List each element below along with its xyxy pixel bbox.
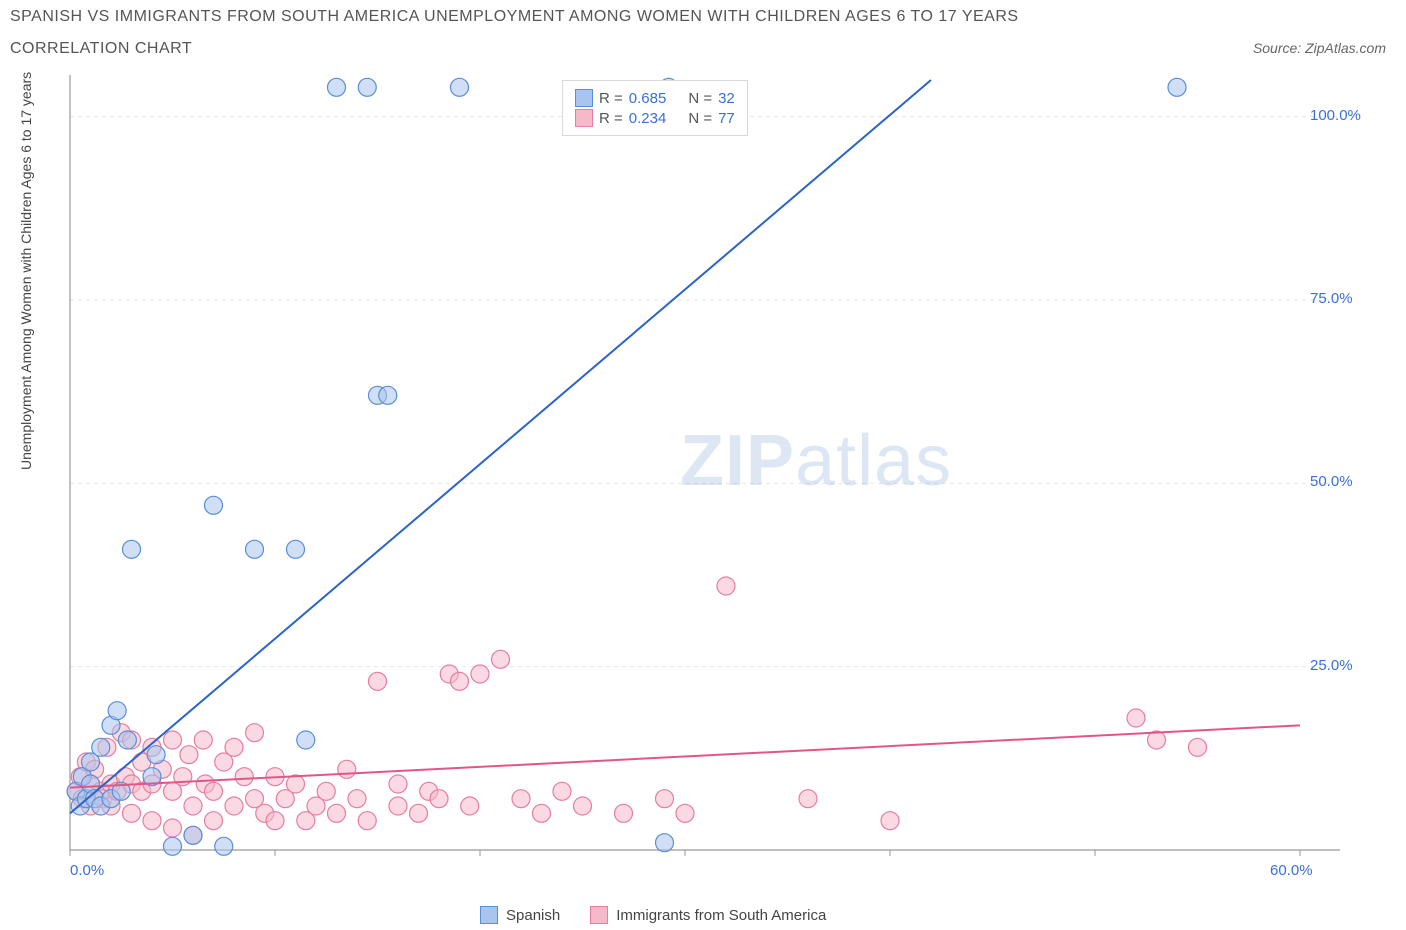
legend-label-spanish: Spanish [506, 907, 560, 924]
y-tick-label: 100.0% [1310, 107, 1361, 124]
n-value-immigrants: 77 [718, 110, 735, 127]
x-tick-label: 60.0% [1270, 862, 1313, 879]
scatter-chart: 0.0% 60.0% 25.0% 50.0% 75.0% 100.0% [50, 70, 1370, 880]
correlation-legend: R = 0.685 N = 32 R = 0.234 N = 77 [562, 80, 748, 136]
legend-swatch-spanish [575, 89, 593, 107]
r-value-spanish: 0.685 [629, 90, 667, 107]
x-tick-label: 0.0% [70, 862, 104, 879]
n-value-spanish: 32 [718, 90, 735, 107]
r-prefix: R = [599, 90, 623, 107]
legend-row-spanish: R = 0.685 N = 32 [575, 89, 735, 107]
r-value-immigrants: 0.234 [629, 110, 667, 127]
n-prefix: N = [688, 110, 712, 127]
r-prefix: R = [599, 110, 623, 127]
y-axis-label: Unemployment Among Women with Children A… [18, 72, 34, 470]
y-tick-label: 75.0% [1310, 290, 1353, 307]
source-attribution: Source: ZipAtlas.com [1253, 40, 1386, 56]
chart-title-line2: CORRELATION CHART [10, 40, 192, 58]
legend-label-immigrants: Immigrants from South America [616, 907, 826, 924]
legend-swatch-spanish [480, 906, 498, 924]
legend-item-spanish: Spanish [480, 906, 560, 924]
series-legend: Spanish Immigrants from South America [480, 906, 826, 924]
legend-row-immigrants: R = 0.234 N = 77 [575, 109, 735, 127]
y-tick-label: 25.0% [1310, 657, 1353, 674]
n-prefix: N = [688, 90, 712, 107]
chart-title-line1: SPANISH VS IMMIGRANTS FROM SOUTH AMERICA… [10, 8, 1019, 26]
y-tick-label: 50.0% [1310, 473, 1353, 490]
legend-swatch-immigrants [590, 906, 608, 924]
legend-item-immigrants: Immigrants from South America [590, 906, 826, 924]
legend-swatch-immigrants [575, 109, 593, 127]
